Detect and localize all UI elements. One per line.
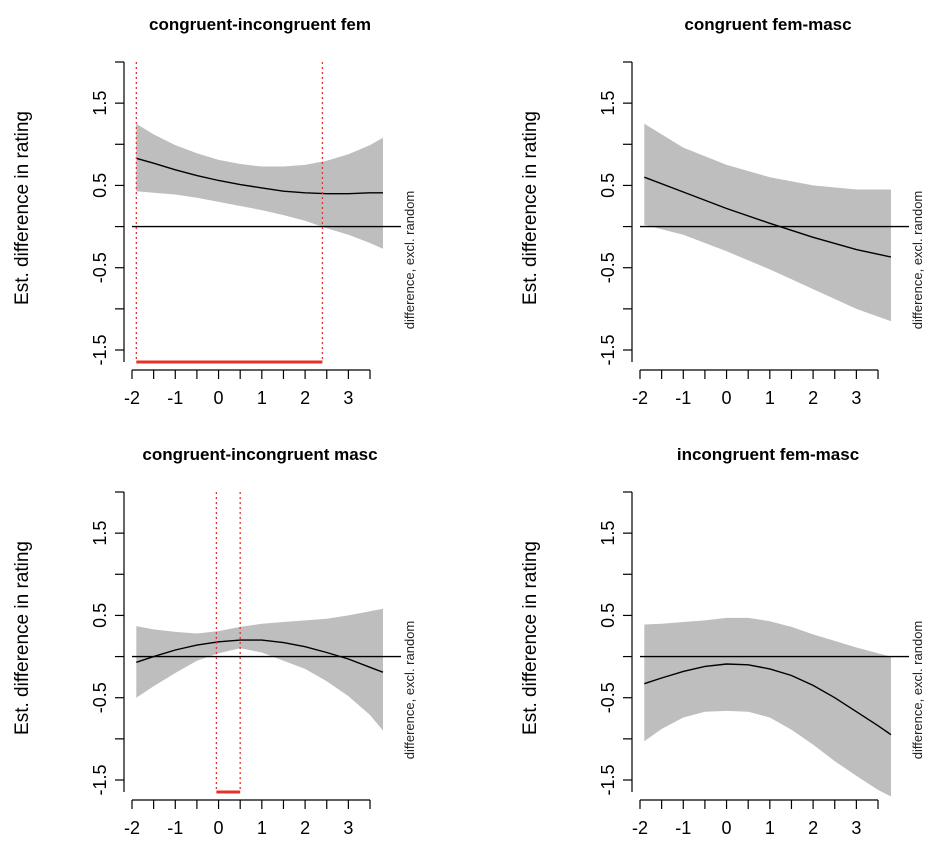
y-tick-label: -1.5 [90,334,110,365]
y-tick-label: 0.5 [598,173,618,198]
x-tick-label: 0 [722,388,732,408]
side-label: difference, excl. random [910,191,925,330]
estimate-line [136,639,384,673]
confidence-band [136,608,383,731]
y-tick-label: 1.5 [598,91,618,116]
y-tick-label: -0.5 [90,682,110,713]
x-tick-label: 1 [765,818,775,838]
side-label: difference, excl. random [402,621,417,760]
panel-title: congruent-incongruent fem [149,15,371,34]
x-tick-label: -2 [632,388,648,408]
y-tick-label: -0.5 [598,252,618,283]
x-tick-label: 0 [722,818,732,838]
x-tick-label: -2 [124,818,140,838]
panel-title: congruent fem-masc [684,15,851,34]
panel-congruent-incongruent-fem: -1.5 -0.5 0.5 1.5 -2 -1 0 1 2 3 congruent-incongru… [12,15,417,408]
x-tick-label: 3 [343,388,353,408]
x-tick-label: 0 [214,818,224,838]
y-tick-label: 1.5 [90,91,110,116]
y-tick-label: 0.5 [90,173,110,198]
y-tick-label: -0.5 [598,682,618,713]
y-axis-label: Est. difference in rating [520,111,541,305]
y-axis-label: Est. difference in rating [520,541,541,735]
side-label: difference, excl. random [402,191,417,330]
panel-title: congruent-incongruent masc [142,445,377,464]
x-tick-label: -2 [632,818,648,838]
x-tick-label: -1 [675,388,691,408]
x-tick-label: -1 [675,818,691,838]
confidence-band [136,123,383,249]
x-tick-label: 3 [343,818,353,838]
panel-congruent-fem-masc: -1.5 -0.5 0.5 1.5 -2 -1 0 1 2 3 congruent fem-masc… [520,15,925,408]
panel-title: incongruent fem-masc [677,445,859,464]
x-tick-label: 2 [300,818,310,838]
estimate-line [644,176,892,258]
y-tick-label: -1.5 [598,334,618,365]
estimate-line [644,663,892,736]
y-tick-label: 1.5 [90,521,110,546]
x-tick-label: 1 [257,388,267,408]
confidence-band [644,617,891,797]
x-tick-label: 1 [765,388,775,408]
x-tick-label: 0 [214,388,224,408]
x-tick-label: 2 [808,388,818,408]
y-tick-label: 0.5 [90,603,110,628]
y-tick-label: 0.5 [598,603,618,628]
y-tick-label: -1.5 [598,764,618,795]
panel-incongruent-fem-masc: -1.5 -0.5 0.5 1.5 -2 -1 0 1 2 3 incongruent fem-ma… [520,445,925,838]
x-tick-label: 3 [851,388,861,408]
x-tick-label: 3 [851,818,861,838]
y-axis-label: Est. difference in rating [12,111,33,305]
y-tick-label: -0.5 [90,252,110,283]
y-tick-label: 1.5 [598,521,618,546]
x-tick-label: -1 [167,818,183,838]
estimate-line [136,157,383,195]
y-tick-label: -1.5 [90,764,110,795]
x-tick-label: -1 [167,388,183,408]
panel-congruent-incongruent-masc: -1.5 -0.5 0.5 1.5 -2 -1 0 1 2 3 congruent-incongru… [12,445,417,838]
side-label: difference, excl. random [910,621,925,760]
x-tick-label: -2 [124,388,140,408]
x-tick-label: 2 [300,388,310,408]
x-tick-label: 1 [257,818,267,838]
x-tick-label: 2 [808,818,818,838]
y-axis-label: Est. difference in rating [12,541,33,735]
